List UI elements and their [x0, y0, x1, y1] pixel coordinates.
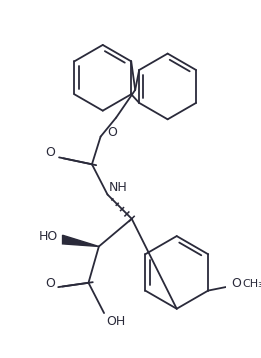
- Text: O: O: [46, 146, 56, 159]
- Text: CH₃: CH₃: [242, 279, 261, 289]
- Text: O: O: [45, 277, 55, 290]
- Text: HO: HO: [39, 231, 58, 243]
- Text: NH: NH: [109, 181, 128, 194]
- Polygon shape: [63, 235, 99, 246]
- Text: O: O: [108, 126, 117, 139]
- Text: O: O: [232, 277, 241, 290]
- Text: OH: OH: [106, 315, 125, 328]
